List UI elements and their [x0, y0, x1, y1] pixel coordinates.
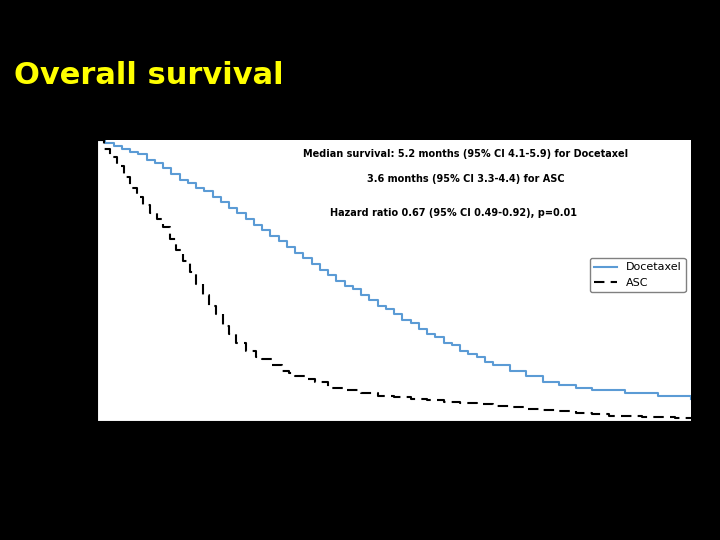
Text: 84: 84: [91, 463, 104, 472]
Text: 19: 19: [289, 493, 302, 502]
Text: 25: 25: [355, 463, 367, 472]
Text: Hazard ratio 0.67 (95% CI 0.49-0.92), p=0.01: Hazard ratio 0.67 (95% CI 0.49-0.92), p=…: [330, 208, 577, 218]
Legend: Docetaxel, ASC: Docetaxel, ASC: [590, 258, 685, 292]
Text: 1: 1: [688, 493, 694, 502]
Text: Median survival: 5.2 months (95% CI 4.1-5.9) for Docetaxel: Median survival: 5.2 months (95% CI 4.1-…: [303, 149, 628, 159]
Text: 1: 1: [622, 493, 629, 502]
Text: 5: 5: [622, 463, 629, 472]
Text: 13: 13: [355, 493, 367, 502]
Text: Overall survival: Overall survival: [14, 61, 284, 90]
Text: 84: 84: [91, 493, 104, 502]
Y-axis label: Percentage surviving: Percentage surviving: [51, 214, 61, 347]
Text: 17: 17: [421, 463, 433, 472]
Text: 8: 8: [556, 463, 562, 472]
Text: 70: 70: [157, 493, 169, 502]
Text: 33: 33: [289, 463, 302, 472]
Text: 9: 9: [424, 493, 431, 502]
Text: 53: 53: [223, 463, 235, 472]
Text: 4: 4: [688, 463, 694, 472]
Text: 6: 6: [490, 493, 496, 502]
X-axis label: Months from randomisation: Months from randomisation: [307, 447, 481, 456]
Text: 69: 69: [157, 463, 169, 472]
Text: 2: 2: [556, 493, 562, 502]
Text: 38: 38: [223, 493, 235, 502]
Text: 3.6 months (95% CI 3.3-4.4) for ASC: 3.6 months (95% CI 3.3-4.4) for ASC: [366, 174, 564, 184]
Text: 10: 10: [487, 463, 500, 472]
